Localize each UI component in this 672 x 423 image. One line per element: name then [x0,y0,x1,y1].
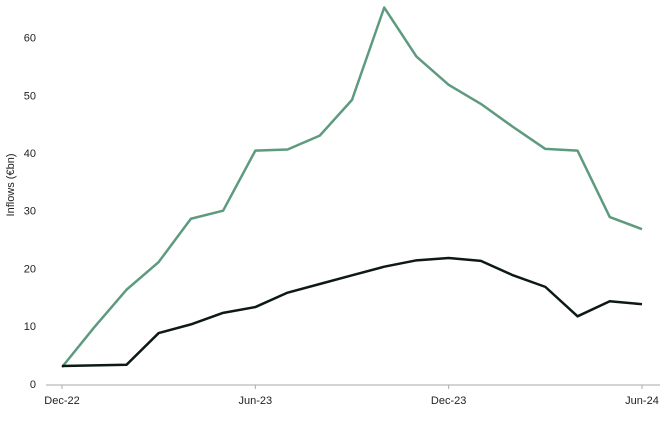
y-tick-label: 60 [24,33,36,45]
y-tick-label: 40 [24,148,36,160]
y-tick-label: 10 [24,321,36,333]
y-tick-label: 0 [30,379,36,391]
y-tick-label: 20 [24,263,36,275]
x-tick-label: Dec-23 [431,395,466,407]
line-series [61,6,643,368]
y-tick-label: 50 [24,90,36,102]
y-tick-label: 30 [24,206,36,218]
y-axis-label: Inflows (€bn) [5,154,17,217]
x-tick-label: Jun-23 [239,395,273,407]
line-series [61,256,643,368]
x-tick-label: Dec-22 [44,395,79,407]
x-tick-label: Jun-24 [625,395,659,407]
